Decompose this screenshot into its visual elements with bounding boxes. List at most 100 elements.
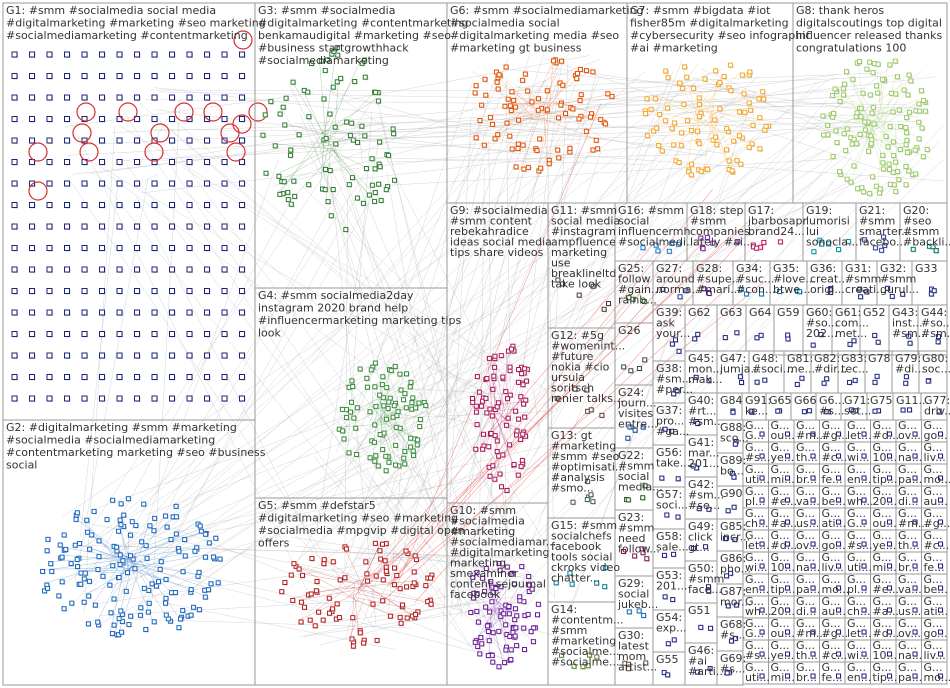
- node-square[interactable]: [508, 108, 514, 114]
- node-square[interactable]: [696, 140, 702, 146]
- node-square[interactable]: [81, 374, 88, 380]
- node-square[interactable]: [529, 99, 535, 105]
- node-square[interactable]: [11, 137, 18, 144]
- node-square[interactable]: [935, 334, 941, 340]
- node-square[interactable]: [513, 164, 519, 170]
- node-square[interactable]: [696, 101, 702, 107]
- node-square[interactable]: [506, 604, 512, 610]
- node-square[interactable]: [735, 239, 741, 245]
- node-square[interactable]: [478, 403, 484, 409]
- node-square[interactable]: [515, 141, 521, 147]
- node-square[interactable]: [163, 600, 169, 606]
- node-square[interactable]: [527, 582, 533, 588]
- node-square[interactable]: [221, 331, 228, 337]
- node-square[interactable]: [761, 96, 767, 102]
- node-square[interactable]: [887, 62, 893, 68]
- node-square[interactable]: [239, 94, 245, 101]
- node-square[interactable]: [147, 523, 153, 529]
- node-square[interactable]: [717, 106, 723, 112]
- node-square[interactable]: [321, 96, 327, 102]
- node-square[interactable]: [700, 246, 706, 252]
- node-square[interactable]: [239, 266, 245, 273]
- node-square[interactable]: [46, 116, 53, 122]
- node-square[interactable]: [785, 541, 790, 547]
- node-square[interactable]: [221, 374, 228, 380]
- node-square[interactable]: [521, 625, 527, 631]
- node-square[interactable]: [64, 352, 70, 359]
- node-square[interactable]: [492, 433, 498, 439]
- node-square[interactable]: [862, 237, 868, 243]
- node-square[interactable]: [331, 48, 337, 54]
- node-square[interactable]: [522, 71, 528, 77]
- node-square[interactable]: [81, 73, 88, 79]
- node-square[interactable]: [29, 73, 35, 79]
- node-square[interactable]: [785, 453, 790, 459]
- node-square[interactable]: [738, 161, 744, 167]
- node-square[interactable]: [473, 403, 479, 409]
- node-square[interactable]: [383, 564, 389, 570]
- node-square[interactable]: [46, 94, 53, 101]
- node-square[interactable]: [99, 94, 105, 101]
- node-square[interactable]: [29, 266, 35, 273]
- node-square[interactable]: [553, 580, 559, 586]
- node-square[interactable]: [590, 69, 596, 75]
- node-square[interactable]: [480, 398, 486, 404]
- node-square[interactable]: [516, 416, 522, 422]
- node-square[interactable]: [797, 289, 803, 295]
- node-square[interactable]: [411, 580, 417, 586]
- node-square[interactable]: [493, 69, 499, 75]
- node-square[interactable]: [912, 585, 918, 591]
- node-square[interactable]: [134, 73, 140, 79]
- node-square[interactable]: [126, 622, 132, 628]
- node-square[interactable]: [402, 448, 408, 454]
- node-square[interactable]: [117, 562, 123, 568]
- node-square[interactable]: [11, 245, 18, 251]
- node-square[interactable]: [759, 453, 765, 459]
- node-square[interactable]: [99, 159, 105, 165]
- node-square[interactable]: [469, 395, 475, 401]
- node-square[interactable]: [155, 579, 161, 585]
- node-square[interactable]: [785, 629, 790, 635]
- node-square[interactable]: [239, 51, 245, 58]
- node-square[interactable]: [910, 246, 916, 252]
- node-square[interactable]: [363, 166, 369, 172]
- node-square[interactable]: [712, 117, 718, 123]
- node-square[interactable]: [586, 652, 592, 658]
- node-square[interactable]: [841, 131, 847, 137]
- node-square[interactable]: [887, 651, 892, 657]
- node-square[interactable]: [301, 604, 307, 610]
- node-square[interactable]: [938, 673, 943, 679]
- node-square[interactable]: [480, 446, 486, 452]
- node-square[interactable]: [299, 572, 305, 578]
- node-square[interactable]: [134, 180, 140, 187]
- node-square[interactable]: [662, 594, 668, 600]
- node-square[interactable]: [46, 159, 53, 165]
- node-square[interactable]: [143, 626, 149, 632]
- node-square[interactable]: [836, 607, 841, 613]
- node-square[interactable]: [61, 532, 67, 538]
- node-square[interactable]: [169, 94, 175, 101]
- node-square[interactable]: [507, 633, 513, 639]
- node-square[interactable]: [518, 463, 524, 469]
- node-square[interactable]: [511, 462, 517, 468]
- node-square[interactable]: [850, 76, 856, 82]
- node-square[interactable]: [497, 567, 503, 573]
- node-square[interactable]: [239, 331, 245, 337]
- node-square[interactable]: [918, 88, 924, 94]
- node-square[interactable]: [324, 57, 330, 63]
- node-square[interactable]: [347, 132, 353, 138]
- node-square[interactable]: [99, 223, 105, 230]
- node-square[interactable]: [480, 575, 486, 581]
- node-square[interactable]: [887, 607, 892, 613]
- node-square[interactable]: [29, 202, 35, 208]
- node-square[interactable]: [688, 161, 694, 167]
- node-square[interactable]: [114, 544, 120, 550]
- node-square[interactable]: [759, 563, 765, 569]
- node-square[interactable]: [298, 599, 304, 605]
- node-square[interactable]: [885, 144, 891, 150]
- node-square[interactable]: [46, 288, 53, 294]
- node-square[interactable]: [169, 266, 175, 273]
- node-square[interactable]: [872, 379, 878, 385]
- node-square[interactable]: [153, 583, 159, 589]
- node-square[interactable]: [880, 76, 886, 82]
